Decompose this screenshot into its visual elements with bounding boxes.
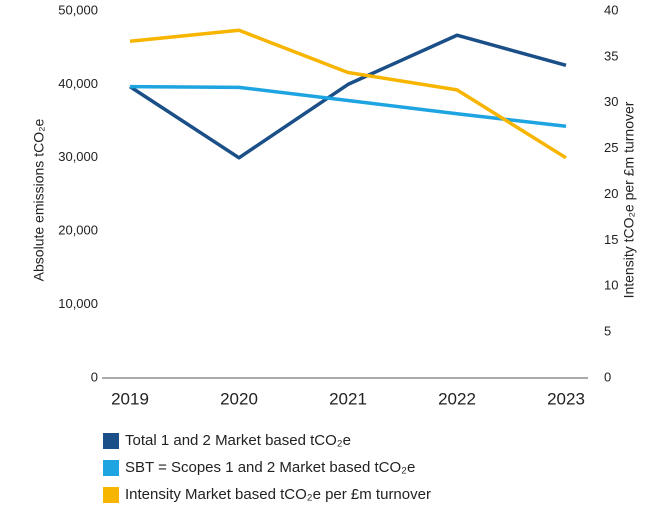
y-tick-label: 20,000: [58, 223, 98, 238]
y-tick-label: 10,000: [58, 296, 98, 311]
x-tick-label: 2023: [547, 389, 585, 408]
y2-tick-label: 15: [604, 232, 618, 247]
y-tick-label: 40,000: [58, 76, 98, 91]
y-axis-label: Absolute emissions tCO₂e: [31, 118, 47, 281]
legend-swatch: [103, 460, 119, 476]
y2-tick-label: 5: [604, 324, 611, 339]
y-tick-label: 50,000: [58, 2, 98, 17]
legend-swatch: [103, 433, 119, 449]
legend-label: Total 1 and 2 Market based tCO₂e: [125, 432, 351, 449]
series-line: [129, 33, 567, 160]
y-tick-label: 0: [91, 369, 98, 384]
y-tick-label: 30,000: [58, 149, 98, 164]
x-tick-label: 2020: [220, 389, 258, 408]
y2-tick-label: 10: [604, 278, 618, 293]
y2-tick-label: 20: [604, 186, 618, 201]
y2-tick-label: 30: [604, 94, 618, 109]
y2-axis-label: Intensity tCO₂e per £m turnover: [621, 101, 637, 298]
y2-tick-label: 40: [604, 2, 618, 17]
series-line: [129, 84, 567, 128]
y2-tick-label: 25: [604, 140, 618, 155]
series-line: [129, 28, 567, 160]
y2-tick-label: 35: [604, 48, 618, 63]
y2-tick-label: 0: [604, 369, 611, 384]
x-tick-label: 2021: [329, 389, 367, 408]
legend-label: Intensity Market based tCO₂e per £m turn…: [125, 486, 431, 503]
x-tick-label: 2019: [111, 389, 149, 408]
legend-swatch: [103, 487, 119, 503]
x-tick-label: 2022: [438, 389, 476, 408]
legend-label: SBT = Scopes 1 and 2 Market based tCO₂e: [125, 459, 415, 476]
